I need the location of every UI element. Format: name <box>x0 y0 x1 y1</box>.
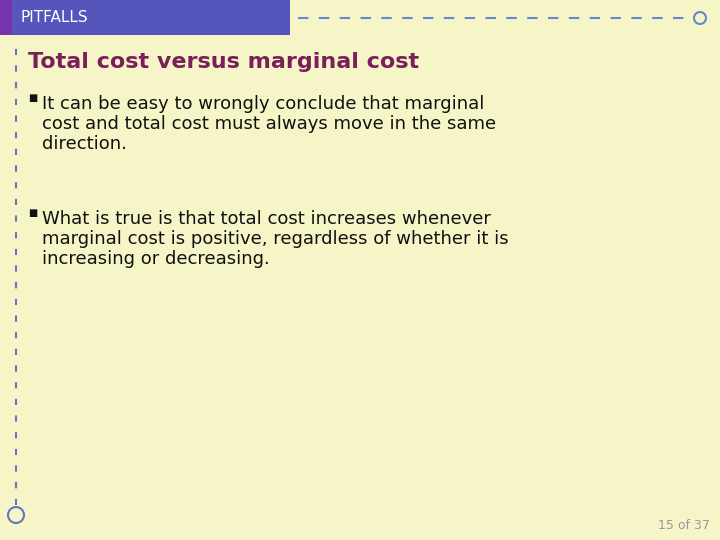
Text: PITFALLS: PITFALLS <box>20 10 88 25</box>
Text: ■: ■ <box>28 93 37 103</box>
Text: What is true is that total cost increases whenever: What is true is that total cost increase… <box>42 210 491 228</box>
Text: Total cost versus marginal cost: Total cost versus marginal cost <box>28 52 419 72</box>
Circle shape <box>694 12 706 24</box>
Bar <box>0 0 12 35</box>
Circle shape <box>8 507 24 523</box>
Text: increasing or decreasing.: increasing or decreasing. <box>42 250 270 268</box>
Text: cost and total cost must always move in the same: cost and total cost must always move in … <box>42 115 496 133</box>
Text: direction.: direction. <box>42 135 127 153</box>
Text: ■: ■ <box>28 208 37 218</box>
Text: 15 of 37: 15 of 37 <box>658 519 710 532</box>
Text: marginal cost is positive, regardless of whether it is: marginal cost is positive, regardless of… <box>42 230 508 248</box>
Text: It can be easy to wrongly conclude that marginal: It can be easy to wrongly conclude that … <box>42 95 485 113</box>
Bar <box>12 0 290 35</box>
